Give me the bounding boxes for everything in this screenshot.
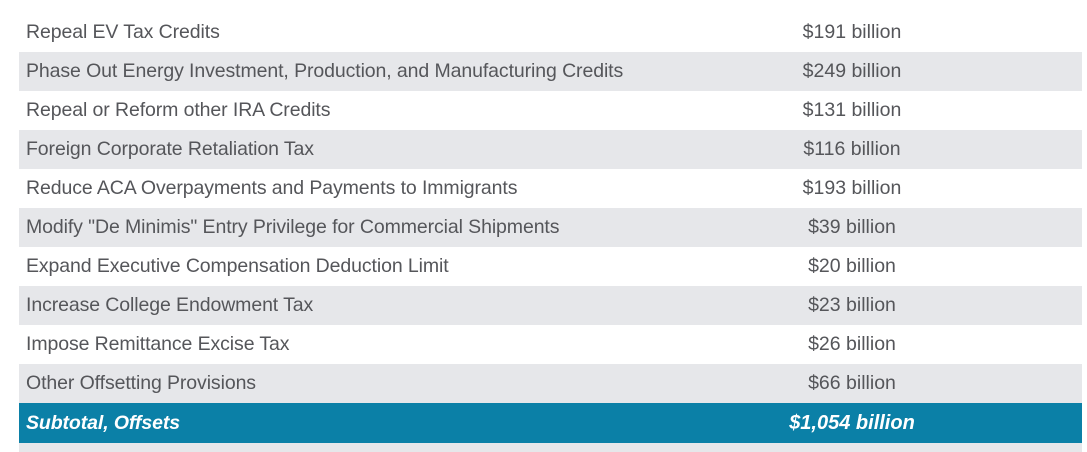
table-row: Increase College Endowment Tax $23 billi… [19,286,1082,325]
table-row: Phase Out Energy Investment, Production,… [19,52,1082,91]
table-row: Modify "De Minimis" Entry Privilege for … [19,208,1082,247]
subtotal-label: Subtotal, Offsets [26,411,180,434]
row-label: Impose Remittance Excise Tax [26,333,290,355]
row-label: Repeal or Reform other IRA Credits [26,99,331,121]
row-value: $193 billion [802,177,902,199]
row-value: $20 billion [808,255,896,277]
row-label: Foreign Corporate Retaliation Tax [26,138,314,160]
subtotal-value: $1,054 billion [789,411,915,434]
subtotal-row: Subtotal, Offsets $1,054 billion [19,403,1082,443]
row-label: Other Offsetting Provisions [26,372,256,394]
table-row: Foreign Corporate Retaliation Tax $116 b… [19,130,1082,169]
table-footer-strip [19,443,1082,452]
table-row: Other Offsetting Provisions $66 billion [19,364,1082,403]
row-value: $191 billion [802,21,902,43]
offsets-table: Repeal EV Tax Credits $191 billion Phase… [19,13,1082,452]
row-value: $66 billion [808,372,896,394]
row-value: $131 billion [802,99,902,121]
table-row: Repeal or Reform other IRA Credits $131 … [19,91,1082,130]
row-value: $39 billion [808,216,896,238]
row-label: Increase College Endowment Tax [26,294,314,316]
table-row: Expand Executive Compensation Deduction … [19,247,1082,286]
table-row: Reduce ACA Overpayments and Payments to … [19,169,1082,208]
table-row: Repeal EV Tax Credits $191 billion [19,13,1082,52]
row-label: Repeal EV Tax Credits [26,21,220,43]
row-value: $23 billion [808,294,896,316]
row-label: Reduce ACA Overpayments and Payments to … [26,177,518,199]
row-value: $249 billion [802,60,902,82]
table-row: Impose Remittance Excise Tax $26 billion [19,325,1082,364]
row-value: $116 billion [803,138,901,160]
row-value: $26 billion [808,333,896,355]
row-label: Modify "De Minimis" Entry Privilege for … [26,216,560,238]
row-label: Expand Executive Compensation Deduction … [26,255,449,277]
row-label: Phase Out Energy Investment, Production,… [26,60,624,82]
